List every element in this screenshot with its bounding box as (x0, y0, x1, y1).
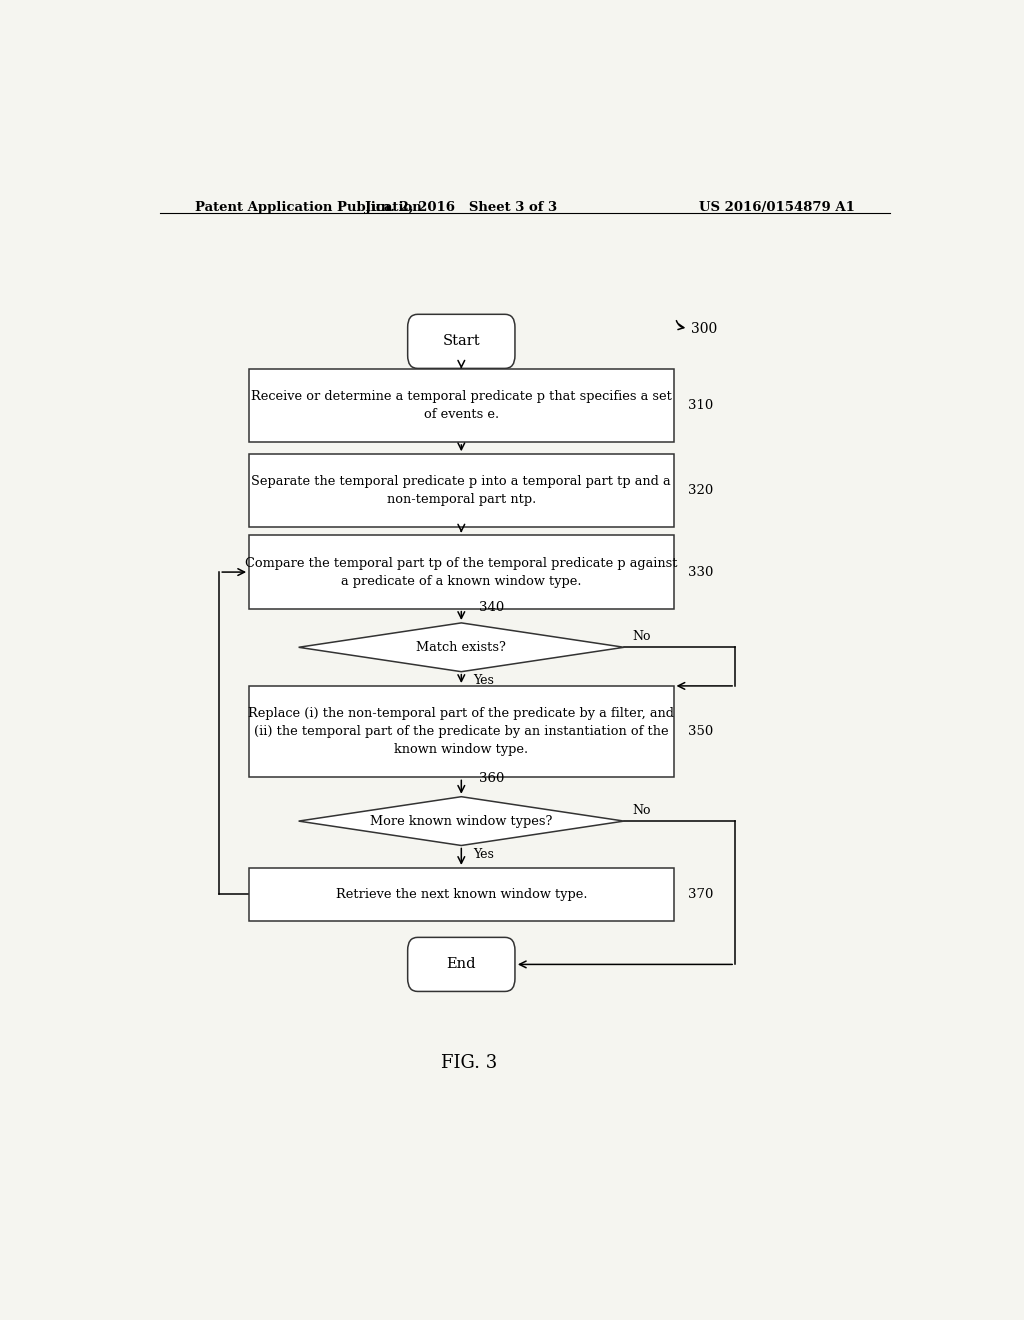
Text: 360: 360 (479, 772, 504, 785)
Text: End: End (446, 957, 476, 972)
Text: 350: 350 (688, 725, 713, 738)
Text: Yes: Yes (473, 847, 495, 861)
FancyBboxPatch shape (249, 368, 674, 442)
Text: 300: 300 (691, 322, 718, 337)
Text: More known window types?: More known window types? (370, 814, 553, 828)
FancyBboxPatch shape (249, 867, 674, 921)
FancyBboxPatch shape (249, 454, 674, 528)
Text: Patent Application Publication: Patent Application Publication (196, 201, 422, 214)
Polygon shape (299, 797, 624, 846)
Text: No: No (632, 630, 650, 643)
Text: 370: 370 (688, 888, 714, 900)
Text: Retrieve the next known window type.: Retrieve the next known window type. (336, 888, 587, 900)
Text: No: No (632, 804, 650, 817)
FancyBboxPatch shape (249, 686, 674, 777)
Text: Match exists?: Match exists? (417, 640, 506, 653)
Text: 330: 330 (688, 565, 714, 578)
Text: Start: Start (442, 334, 480, 348)
Text: Replace (i) the non-temporal part of the predicate by a filter, and
(ii) the tem: Replace (i) the non-temporal part of the… (248, 708, 675, 756)
Polygon shape (299, 623, 624, 672)
Text: 320: 320 (688, 484, 713, 498)
Text: 340: 340 (479, 601, 504, 614)
Text: Compare the temporal part tp of the temporal predicate p against
a predicate of : Compare the temporal part tp of the temp… (245, 557, 678, 587)
FancyBboxPatch shape (408, 937, 515, 991)
Text: FIG. 3: FIG. 3 (441, 1053, 498, 1072)
Text: Separate the temporal predicate p into a temporal part tp and a
non-temporal par: Separate the temporal predicate p into a… (252, 475, 671, 507)
Text: US 2016/0154879 A1: US 2016/0154879 A1 (699, 201, 855, 214)
Text: Jun. 2, 2016   Sheet 3 of 3: Jun. 2, 2016 Sheet 3 of 3 (366, 201, 557, 214)
Text: Receive or determine a temporal predicate p that specifies a set
of events e.: Receive or determine a temporal predicat… (251, 389, 672, 421)
FancyBboxPatch shape (249, 536, 674, 609)
Text: 310: 310 (688, 399, 713, 412)
Text: Yes: Yes (473, 673, 495, 686)
FancyBboxPatch shape (408, 314, 515, 368)
